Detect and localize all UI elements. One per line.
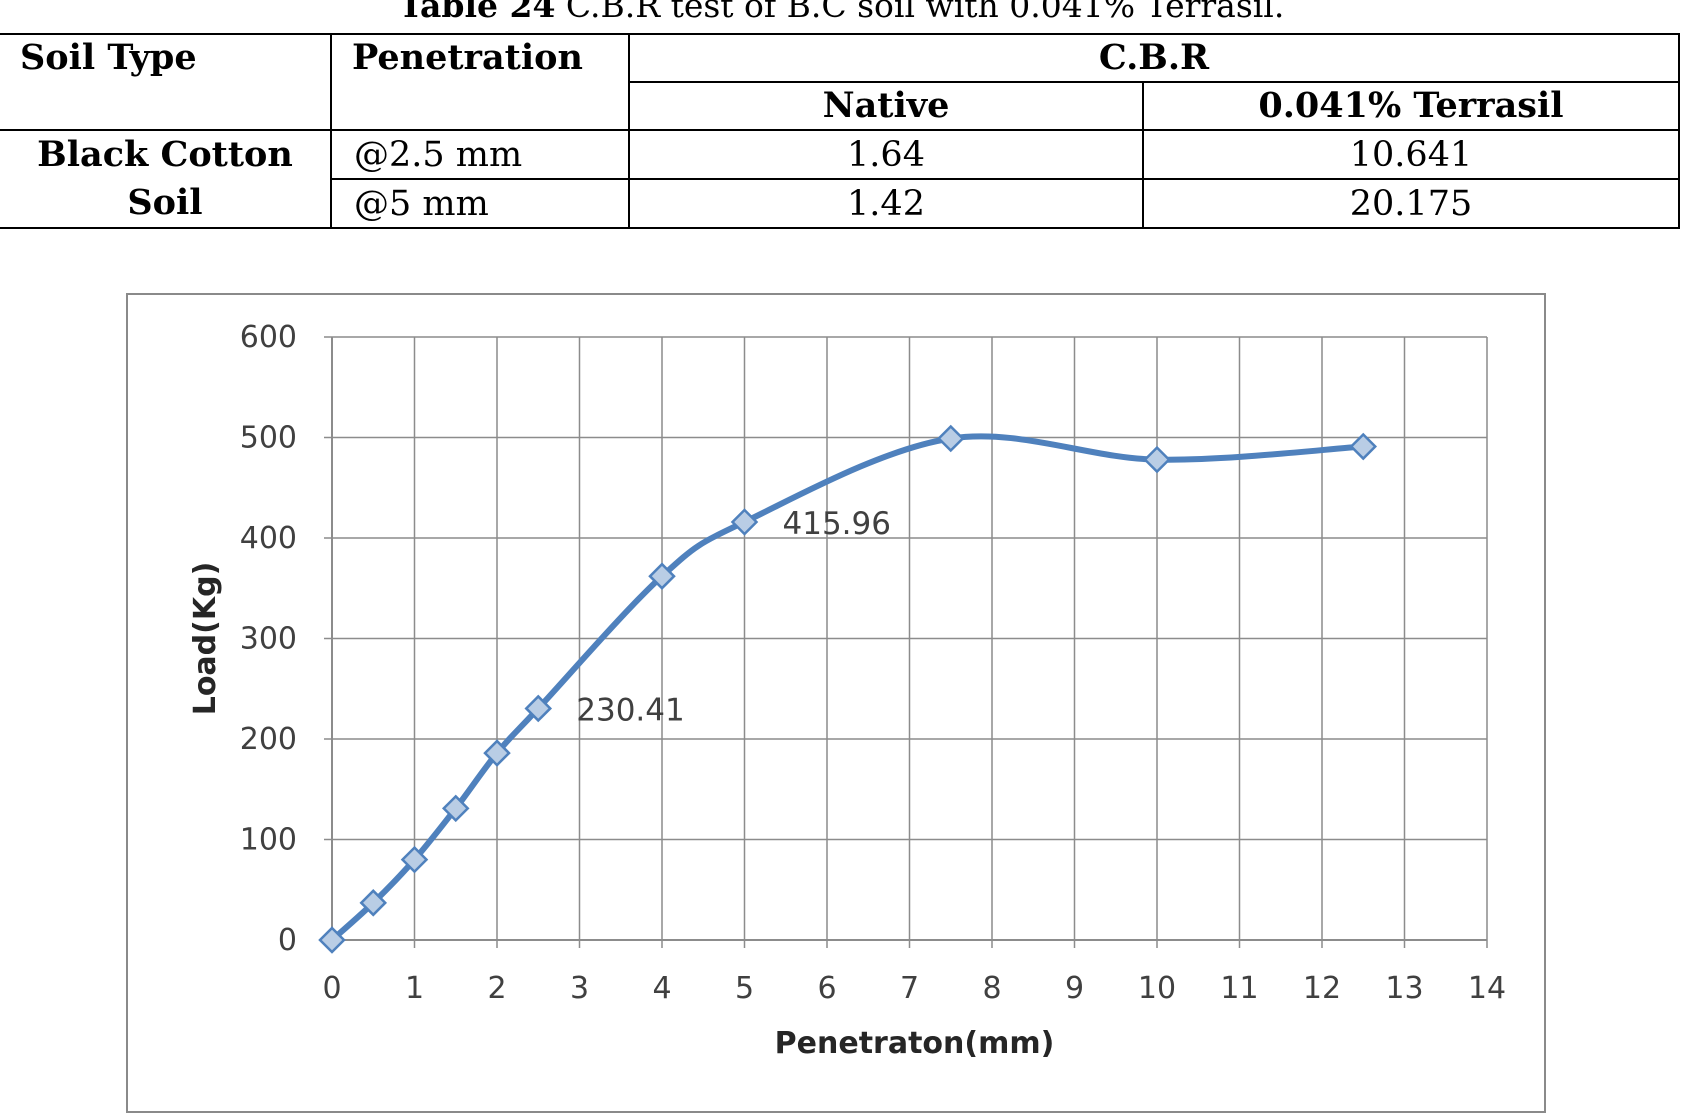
header-soil-type: Soil Type xyxy=(0,33,332,131)
x-tick-label: 12 xyxy=(1303,971,1341,1006)
data-point-marker xyxy=(648,562,676,590)
penetration-cell: @5 mm xyxy=(330,178,630,229)
soil-name-cell: Black Cotton Soil xyxy=(0,129,332,229)
x-tick-label: 11 xyxy=(1220,971,1258,1006)
y-axis-title: Load(Kg) xyxy=(188,562,223,716)
data-point-marker xyxy=(483,739,511,767)
table-caption-label: Table 24 xyxy=(398,0,556,25)
data-point-marker xyxy=(1143,445,1171,474)
x-tick-label: 8 xyxy=(982,971,1001,1006)
header-native: Native xyxy=(628,81,1144,131)
x-tick-label: 1 xyxy=(405,971,424,1006)
native-cell: 1.64 xyxy=(628,129,1144,180)
header-terrasil: 0.041% Terrasil xyxy=(1142,81,1680,131)
soil-name-line: Black Cotton xyxy=(37,134,293,175)
x-tick-label: 6 xyxy=(817,971,836,1006)
soil-name-line: Soil xyxy=(127,182,203,223)
x-tick-label: 10 xyxy=(1138,971,1176,1006)
table-row: @5 mm 1.42 20.175 xyxy=(0,178,1680,229)
penetration-cell: @2.5 mm xyxy=(330,129,630,180)
header-cbr: C.B.R xyxy=(628,33,1680,83)
data-point-marker xyxy=(524,694,553,723)
x-axis-title: Penetraton(mm) xyxy=(775,1026,1055,1061)
table-caption-text: C.B.R test of B.C soil with 0.041% Terra… xyxy=(555,0,1285,25)
cbr-table: Soil Type Penetration C.B.R Native 0.041… xyxy=(0,33,1680,229)
x-tick-label: 2 xyxy=(487,971,506,1006)
terrasil-cell: 20.175 xyxy=(1142,178,1680,229)
data-point-marker xyxy=(730,508,759,536)
terrasil-cell: 10.641 xyxy=(1142,129,1680,180)
load-penetration-chart: 0 1 2 3 4 5 6 7 8 9 10 11 12 13 140100200300400500600P… xyxy=(188,320,1506,1061)
header-penetration: Penetration xyxy=(330,33,630,131)
native-cell: 1.42 xyxy=(628,178,1144,229)
y-tick-label: 0 xyxy=(278,923,297,958)
y-tick-label: 300 xyxy=(240,622,297,657)
data-point-marker xyxy=(936,424,965,453)
x-tick-label: 0 xyxy=(322,971,341,1006)
table-header-row: Soil Type Penetration C.B.R xyxy=(0,33,1680,131)
x-tick-label: 7 xyxy=(900,971,919,1006)
x-tick-label: 3 xyxy=(570,971,589,1006)
data-point-marker xyxy=(441,794,470,823)
table-row: Black Cotton Soil @2.5 mm 1.64 10.641 xyxy=(0,129,1680,229)
table-caption: Table 24 C.B.R test of B.C soil with 0.0… xyxy=(0,0,1683,25)
y-tick-label: 100 xyxy=(240,823,297,858)
x-tick-label: 9 xyxy=(1065,971,1084,1006)
data-label: 415.96 xyxy=(783,506,891,542)
y-tick-label: 600 xyxy=(240,320,297,355)
data-point-marker xyxy=(359,889,388,917)
y-tick-label: 400 xyxy=(240,521,297,556)
x-tick-label: 4 xyxy=(652,971,671,1006)
y-tick-label: 200 xyxy=(240,722,297,757)
x-tick-label: 13 xyxy=(1385,971,1423,1006)
data-point-marker xyxy=(318,926,346,954)
x-tick-label: 14 xyxy=(1468,971,1506,1006)
y-tick-label: 500 xyxy=(240,421,297,456)
x-tick-label: 5 xyxy=(735,971,754,1006)
data-label: 230.41 xyxy=(576,692,684,728)
table-subheader-row: Native 0.041% Terrasil xyxy=(0,81,1680,131)
data-point-marker xyxy=(400,845,429,874)
chart-frame xyxy=(126,293,1546,1113)
data-point-marker xyxy=(1349,432,1378,461)
